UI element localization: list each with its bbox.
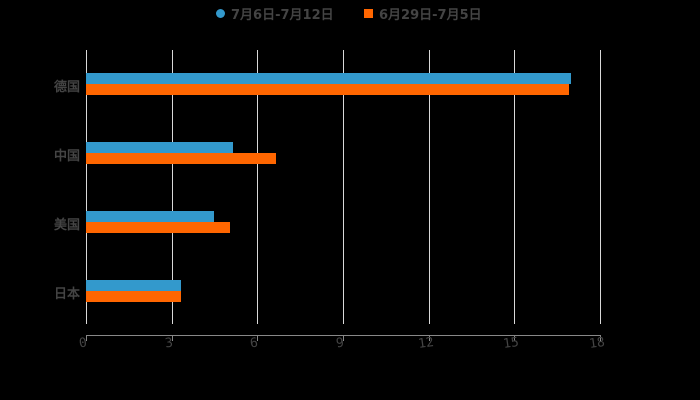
legend-circle-icon — [216, 9, 225, 18]
bar-series-2[interactable] — [86, 153, 276, 164]
gridline — [600, 50, 601, 324]
x-tick-label: 9 — [335, 335, 345, 352]
gridline — [257, 50, 259, 324]
axis-tick — [428, 335, 430, 341]
bar-series-2[interactable] — [86, 84, 569, 95]
axis-tick — [514, 335, 516, 341]
axis-tick — [86, 335, 87, 341]
bar-series-1[interactable] — [86, 280, 182, 291]
x-tick-label: 12 — [416, 334, 435, 353]
gridline — [514, 50, 516, 324]
gridline — [171, 50, 173, 324]
legend-label: 6月29日-7月5日 — [379, 8, 482, 23]
y-category-label: 日本 — [53, 287, 80, 302]
axis-tick — [343, 335, 344, 341]
legend-item-series-1[interactable]: 7月6日-7月12日 — [216, 4, 334, 23]
bar-series-2[interactable] — [86, 222, 230, 233]
gridline — [428, 50, 430, 324]
axis-tick — [600, 335, 601, 341]
x-tick-label: 6 — [249, 335, 260, 352]
axis-tick — [257, 335, 259, 341]
bar-series-1[interactable] — [86, 142, 234, 153]
bar-series-2[interactable] — [86, 291, 182, 302]
x-tick-label: 18 — [588, 334, 606, 353]
gridline — [343, 50, 344, 324]
x-tick-label: 0 — [78, 335, 88, 352]
y-category-label: 中国 — [53, 149, 80, 164]
legend-label: 7月6日-7月12日 — [231, 8, 334, 23]
bar-series-1[interactable] — [86, 211, 214, 222]
axis-tick — [171, 335, 173, 341]
x-tick-label: 3 — [163, 335, 174, 352]
gridline — [86, 50, 87, 324]
legend-item-series-2[interactable]: 6月29日-7月5日 — [364, 4, 482, 23]
legend-square-icon — [364, 9, 373, 18]
bar-series-1[interactable] — [86, 73, 572, 84]
y-category-label: 美国 — [53, 218, 80, 233]
x-tick-label: 15 — [502, 334, 521, 353]
y-category-label: 德国 — [53, 80, 80, 95]
chart-legend: 7月6日-7月12日 6月29日-7月5日 — [0, 4, 700, 23]
